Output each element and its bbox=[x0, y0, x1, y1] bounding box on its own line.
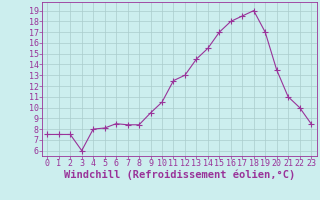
X-axis label: Windchill (Refroidissement éolien,°C): Windchill (Refroidissement éolien,°C) bbox=[64, 169, 295, 180]
